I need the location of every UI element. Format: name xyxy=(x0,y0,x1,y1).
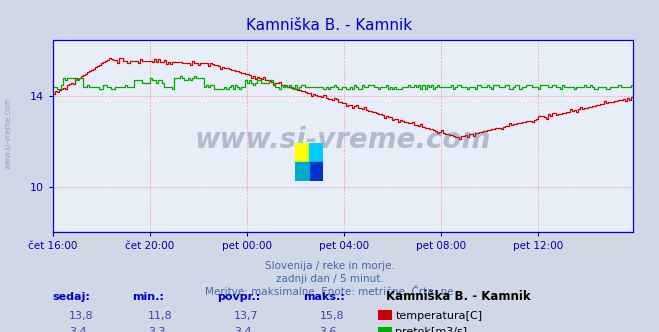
Text: 11,8: 11,8 xyxy=(148,311,173,321)
Bar xyxy=(309,162,323,181)
Text: Meritve: maksimalne  Enote: metrične  Črta: ne: Meritve: maksimalne Enote: metrične Črta… xyxy=(205,287,454,297)
Text: 3,6: 3,6 xyxy=(320,327,337,332)
Text: 13,7: 13,7 xyxy=(234,311,258,321)
Text: 3,3: 3,3 xyxy=(148,327,166,332)
Bar xyxy=(309,143,323,162)
Text: Kamniška B. - Kamnik: Kamniška B. - Kamnik xyxy=(386,290,530,303)
Text: pretok[m3/s]: pretok[m3/s] xyxy=(395,327,467,332)
Text: 15,8: 15,8 xyxy=(320,311,344,321)
Text: www.si-vreme.com: www.si-vreme.com xyxy=(194,126,491,154)
Bar xyxy=(295,143,309,162)
Bar xyxy=(295,162,309,181)
Text: min.:: min.: xyxy=(132,292,163,302)
Text: 3,4: 3,4 xyxy=(69,327,87,332)
Text: Slovenija / reke in morje.: Slovenija / reke in morje. xyxy=(264,261,395,271)
Text: zadnji dan / 5 minut.: zadnji dan / 5 minut. xyxy=(275,274,384,284)
Text: Kamniška B. - Kamnik: Kamniška B. - Kamnik xyxy=(246,18,413,33)
Text: 13,8: 13,8 xyxy=(69,311,94,321)
Text: 3,4: 3,4 xyxy=(234,327,252,332)
Text: maks.:: maks.: xyxy=(303,292,345,302)
Text: povpr.:: povpr.: xyxy=(217,292,261,302)
Text: temperatura[C]: temperatura[C] xyxy=(395,311,482,321)
Text: www.si-vreme.com: www.si-vreme.com xyxy=(3,97,13,169)
Text: sedaj:: sedaj: xyxy=(53,292,90,302)
